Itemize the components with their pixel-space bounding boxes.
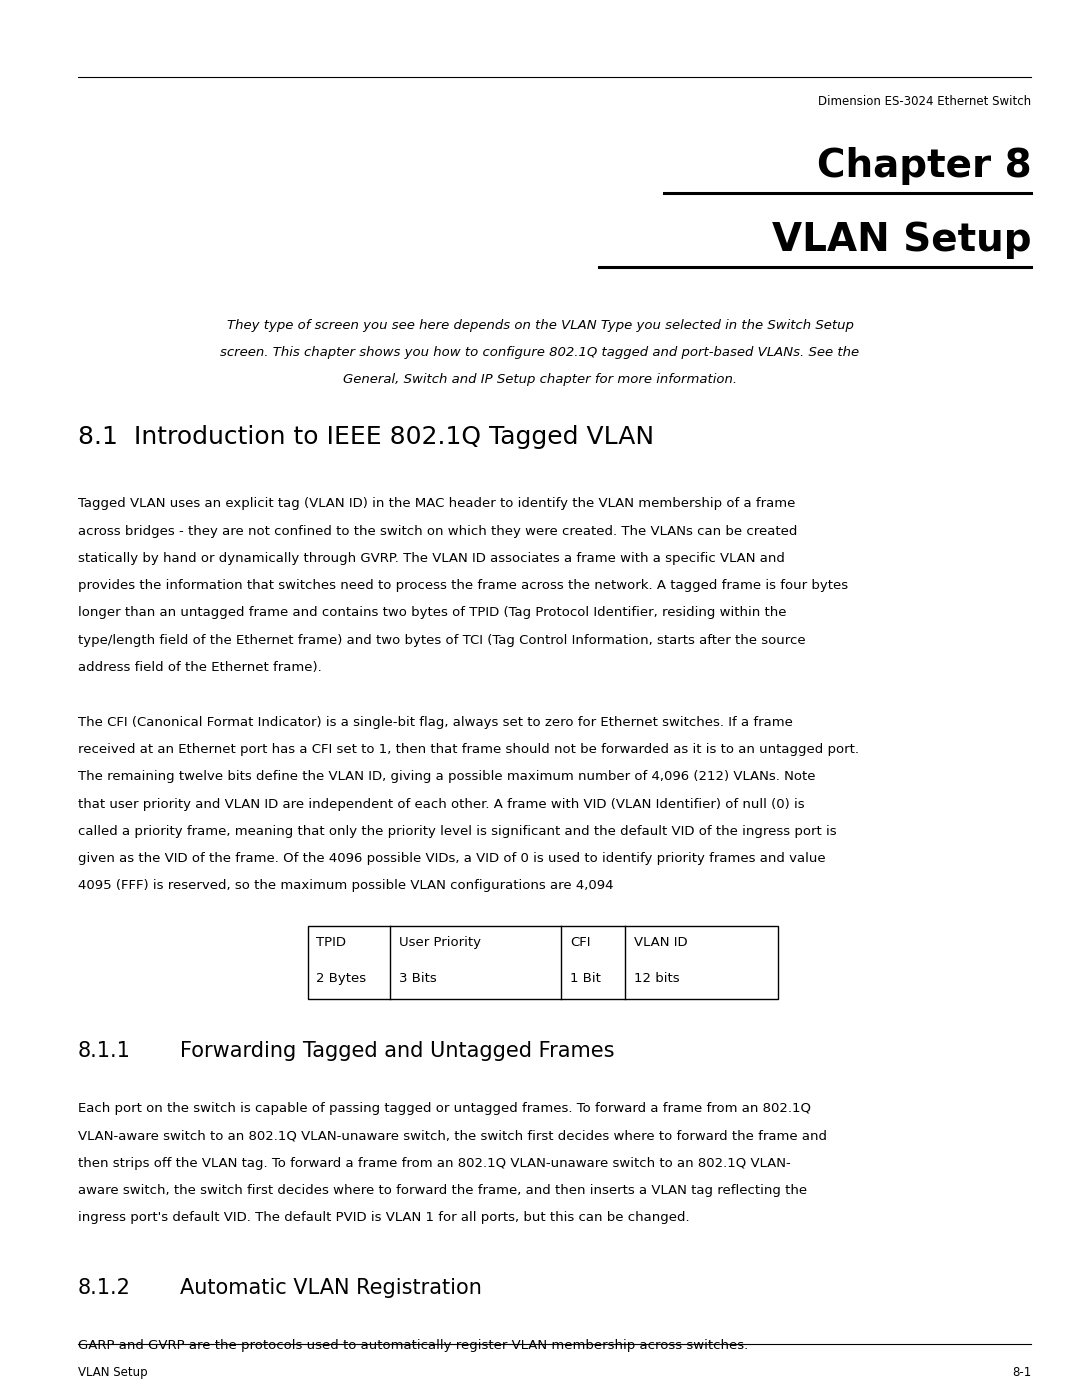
- Text: VLAN Setup: VLAN Setup: [772, 221, 1031, 258]
- Text: They type of screen you see here depends on the VLAN Type you selected in the Sw: They type of screen you see here depends…: [227, 319, 853, 331]
- Text: received at an Ethernet port has a CFI set to 1, then that frame should not be f: received at an Ethernet port has a CFI s…: [78, 743, 859, 756]
- Text: type/length field of the Ethernet frame) and two bytes of TCI (Tag Control Infor: type/length field of the Ethernet frame)…: [78, 634, 806, 647]
- Text: Dimension ES-3024 Ethernet Switch: Dimension ES-3024 Ethernet Switch: [819, 95, 1031, 108]
- Text: The remaining twelve bits define the VLAN ID, giving a possible maximum number o: The remaining twelve bits define the VLA…: [78, 771, 815, 784]
- Text: longer than an untagged frame and contains two bytes of TPID (Tag Protocol Ident: longer than an untagged frame and contai…: [78, 606, 786, 619]
- Text: ingress port's default VID. The default PVID is VLAN 1 for all ports, but this c: ingress port's default VID. The default …: [78, 1211, 689, 1224]
- Text: Automatic VLAN Registration: Automatic VLAN Registration: [180, 1278, 483, 1298]
- Text: VLAN-aware switch to an 802.1Q VLAN-unaware switch, the switch first decides whe: VLAN-aware switch to an 802.1Q VLAN-unaw…: [78, 1130, 827, 1143]
- Text: Tagged VLAN uses an explicit tag (VLAN ID) in the MAC header to identify the VLA: Tagged VLAN uses an explicit tag (VLAN I…: [78, 497, 795, 510]
- Text: screen. This chapter shows you how to configure 802.1Q tagged and port-based VLA: screen. This chapter shows you how to co…: [220, 346, 860, 359]
- Text: VLAN ID: VLAN ID: [634, 936, 687, 949]
- Text: called a priority frame, meaning that only the priority level is significant and: called a priority frame, meaning that on…: [78, 824, 836, 838]
- Text: then strips off the VLAN tag. To forward a frame from an 802.1Q VLAN-unaware swi: then strips off the VLAN tag. To forward…: [78, 1157, 791, 1169]
- Text: across bridges - they are not confined to the switch on which they were created.: across bridges - they are not confined t…: [78, 525, 797, 538]
- Text: provides the information that switches need to process the frame across the netw: provides the information that switches n…: [78, 580, 848, 592]
- Text: 4095 (FFF) is reserved, so the maximum possible VLAN configurations are 4,094: 4095 (FFF) is reserved, so the maximum p…: [78, 880, 613, 893]
- Text: 12 bits: 12 bits: [634, 972, 679, 985]
- Text: GARP and GVRP are the protocols used to automatically register VLAN membership a: GARP and GVRP are the protocols used to …: [78, 1340, 748, 1352]
- Text: The CFI (Canonical Format Indicator) is a single-bit flag, always set to zero fo: The CFI (Canonical Format Indicator) is …: [78, 715, 793, 729]
- Text: statically by hand or dynamically through GVRP. The VLAN ID associates a frame w: statically by hand or dynamically throug…: [78, 552, 785, 564]
- Text: CFI: CFI: [570, 936, 591, 949]
- Text: TPID: TPID: [316, 936, 347, 949]
- Text: aware switch, the switch first decides where to forward the frame, and then inse: aware switch, the switch first decides w…: [78, 1185, 807, 1197]
- Text: 1 Bit: 1 Bit: [570, 972, 600, 985]
- Bar: [308, 926, 778, 999]
- Text: 3 Bits: 3 Bits: [399, 972, 436, 985]
- Text: User Priority: User Priority: [399, 936, 481, 949]
- Text: Forwarding Tagged and Untagged Frames: Forwarding Tagged and Untagged Frames: [180, 1041, 615, 1060]
- Text: Chapter 8: Chapter 8: [816, 147, 1031, 184]
- Text: that user priority and VLAN ID are independent of each other. A frame with VID (: that user priority and VLAN ID are indep…: [78, 798, 805, 810]
- Text: General, Switch and IP Setup chapter for more information.: General, Switch and IP Setup chapter for…: [343, 373, 737, 386]
- Text: VLAN Setup: VLAN Setup: [78, 1366, 147, 1379]
- Text: 8.1  Introduction to IEEE 802.1Q Tagged VLAN: 8.1 Introduction to IEEE 802.1Q Tagged V…: [78, 425, 653, 448]
- Text: Each port on the switch is capable of passing tagged or untagged frames. To forw: Each port on the switch is capable of pa…: [78, 1102, 811, 1115]
- Text: 8.1.1: 8.1.1: [78, 1041, 131, 1060]
- Text: 8.1.2: 8.1.2: [78, 1278, 131, 1298]
- Text: address field of the Ethernet frame).: address field of the Ethernet frame).: [78, 661, 322, 673]
- Text: given as the VID of the frame. Of the 4096 possible VIDs, a VID of 0 is used to : given as the VID of the frame. Of the 40…: [78, 852, 825, 865]
- Text: 2 Bytes: 2 Bytes: [316, 972, 366, 985]
- Text: 8-1: 8-1: [1012, 1366, 1031, 1379]
